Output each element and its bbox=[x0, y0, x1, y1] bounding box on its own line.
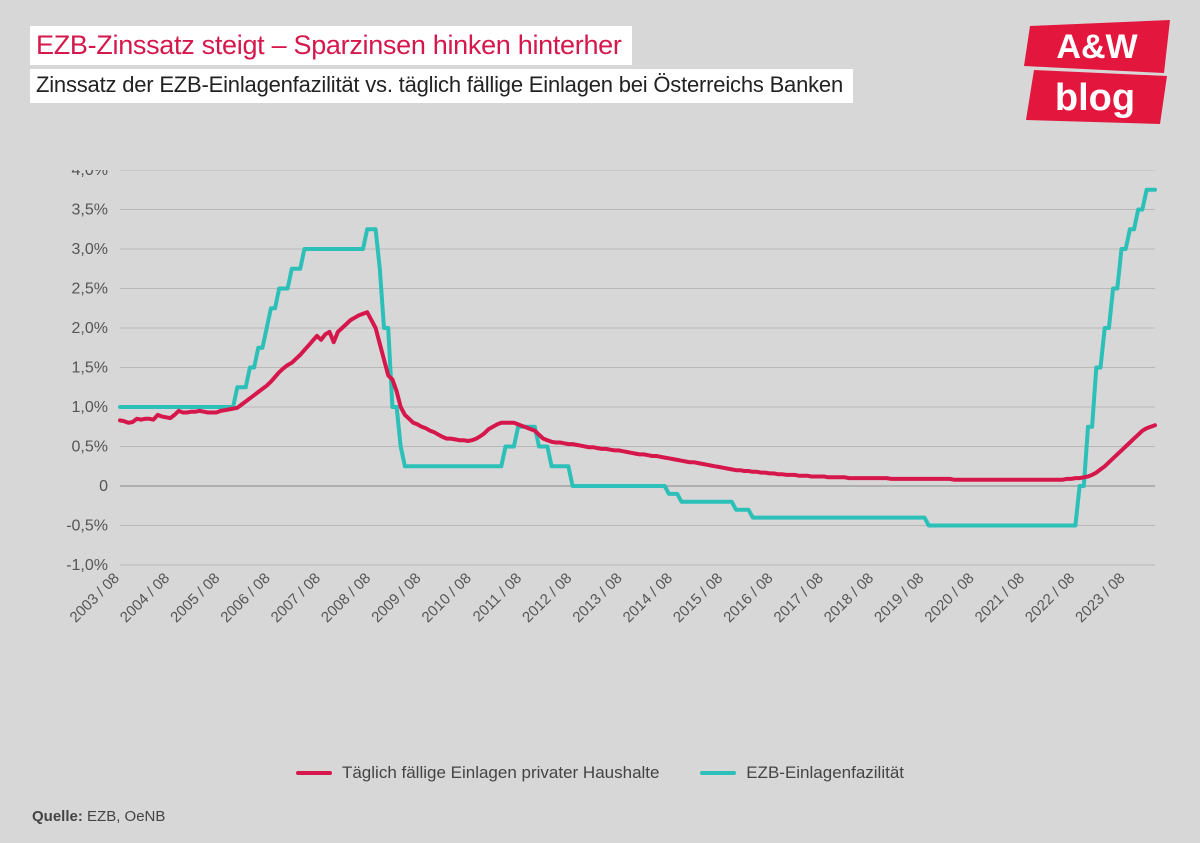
svg-text:1,5%: 1,5% bbox=[72, 360, 108, 377]
line-chart: -1,0% -0,5% 0 0,5% 1,0% 1,5% 2,0% 2,5% 3,0% 3,5% 4… bbox=[50, 170, 1160, 730]
svg-text:-0,5%: -0,5% bbox=[66, 518, 108, 535]
svg-text:2,0%: 2,0% bbox=[72, 320, 108, 337]
svg-text:A&W: A&W bbox=[1056, 28, 1138, 66]
legend-label: Täglich fällige Einlagen privater Hausha… bbox=[342, 763, 660, 783]
svg-text:2018 / 08: 2018 / 08 bbox=[821, 570, 877, 626]
svg-text:2010 / 08: 2010 / 08 bbox=[419, 570, 475, 626]
legend: Täglich fällige Einlagen privater Hausha… bbox=[0, 760, 1200, 783]
svg-text:3,5%: 3,5% bbox=[72, 202, 108, 219]
svg-text:2011 / 08: 2011 / 08 bbox=[470, 570, 525, 625]
aw-blog-logo: A&W blog bbox=[1022, 18, 1172, 128]
svg-text:2020 / 08: 2020 / 08 bbox=[921, 570, 977, 626]
svg-text:2021 / 08: 2021 / 08 bbox=[972, 570, 1028, 626]
svg-text:2015 / 08: 2015 / 08 bbox=[670, 570, 726, 626]
svg-text:3,0%: 3,0% bbox=[72, 241, 108, 258]
legend-item: EZB-Einlagenfazilität bbox=[700, 763, 904, 783]
svg-text:2019 / 08: 2019 / 08 bbox=[871, 570, 927, 626]
svg-text:2016 / 08: 2016 / 08 bbox=[720, 570, 776, 626]
svg-text:1,0%: 1,0% bbox=[72, 399, 108, 416]
legend-swatch bbox=[700, 771, 736, 775]
header: EZB-Zinssatz steigt – Sparzinsen hinken … bbox=[30, 26, 1170, 103]
subtitle-container: Zinssatz der EZB-Einlagenfazilität vs. t… bbox=[30, 69, 853, 103]
svg-text:2014 / 08: 2014 / 08 bbox=[620, 570, 676, 626]
svg-text:0,5%: 0,5% bbox=[72, 439, 108, 456]
svg-text:2007 / 08: 2007 / 08 bbox=[268, 570, 324, 626]
legend-swatch bbox=[296, 771, 332, 775]
svg-text:2004 / 08: 2004 / 08 bbox=[117, 570, 173, 626]
svg-text:2006 / 08: 2006 / 08 bbox=[217, 570, 273, 626]
chart-subtitle: Zinssatz der EZB-Einlagenfazilität vs. t… bbox=[36, 72, 843, 98]
svg-text:2003 / 08: 2003 / 08 bbox=[67, 570, 123, 626]
source-text: EZB, OeNB bbox=[87, 808, 165, 825]
svg-text:0: 0 bbox=[99, 478, 108, 495]
svg-text:blog: blog bbox=[1055, 77, 1135, 119]
chart-title: EZB-Zinssatz steigt – Sparzinsen hinken … bbox=[36, 30, 622, 61]
svg-text:2005 / 08: 2005 / 08 bbox=[167, 570, 223, 626]
svg-text:2012 / 08: 2012 / 08 bbox=[519, 570, 575, 626]
svg-text:2,5%: 2,5% bbox=[72, 281, 108, 298]
legend-label: EZB-Einlagenfazilität bbox=[746, 763, 904, 783]
svg-text:-1,0%: -1,0% bbox=[66, 557, 108, 574]
svg-text:2023 / 08: 2023 / 08 bbox=[1072, 570, 1128, 626]
chart-svg: -1,0% -0,5% 0 0,5% 1,0% 1,5% 2,0% 2,5% 3,0% 3,5% 4… bbox=[50, 170, 1160, 730]
title-container: EZB-Zinssatz steigt – Sparzinsen hinken … bbox=[30, 26, 632, 65]
source-note: Quelle: EZB, OeNB bbox=[32, 808, 165, 825]
svg-text:4,0%: 4,0% bbox=[72, 170, 108, 179]
svg-text:2013 / 08: 2013 / 08 bbox=[569, 570, 625, 626]
svg-text:2017 / 08: 2017 / 08 bbox=[771, 570, 827, 626]
svg-text:2022 / 08: 2022 / 08 bbox=[1022, 570, 1078, 626]
legend-item: Täglich fällige Einlagen privater Hausha… bbox=[296, 763, 660, 783]
source-label: Quelle: bbox=[32, 808, 83, 825]
svg-text:2008 / 08: 2008 / 08 bbox=[318, 570, 374, 626]
svg-text:2009 / 08: 2009 / 08 bbox=[368, 570, 424, 626]
